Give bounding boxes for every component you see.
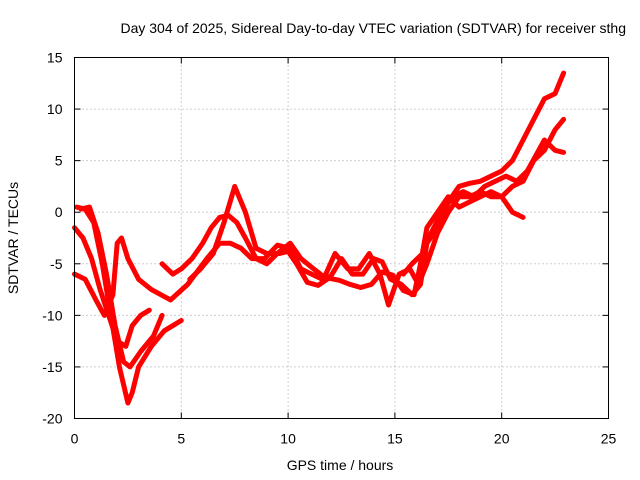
x-tick-label: 15 (387, 431, 403, 447)
chart-title: Day 304 of 2025, Sidereal Day-to-day VTE… (120, 20, 626, 36)
y-tick-label: -5 (50, 256, 63, 272)
series-track-3 (72, 225, 152, 349)
y-tick-label: -15 (42, 359, 62, 375)
y-tick-label: 5 (55, 153, 63, 169)
y-axis-label: SDTVAR / TECUs (5, 182, 21, 294)
x-tick-label: 25 (601, 431, 617, 447)
x-tick-label: 20 (494, 431, 510, 447)
x-tick-label: 10 (280, 431, 296, 447)
axis-ticks (74, 57, 609, 419)
series-track-1 (74, 204, 184, 406)
y-tick-label: -20 (42, 411, 62, 427)
tick-labels: 0 5 10 15 20 25 -20 -15 -10 -5 0 5 10 15 (42, 50, 616, 447)
series-track-7 (400, 137, 567, 277)
plot-frame (74, 57, 609, 419)
data-series (72, 70, 567, 406)
x-tick-label: 0 (71, 431, 79, 447)
x-axis-label: GPS time / hours (287, 457, 394, 473)
x-tick-label: 5 (177, 431, 185, 447)
series-track-6 (187, 183, 526, 298)
grid (74, 57, 609, 419)
y-tick-label: 15 (47, 50, 63, 66)
y-tick-label: -10 (42, 307, 62, 323)
y-tick-label: 0 (55, 204, 63, 220)
y-tick-label: 10 (47, 101, 63, 117)
